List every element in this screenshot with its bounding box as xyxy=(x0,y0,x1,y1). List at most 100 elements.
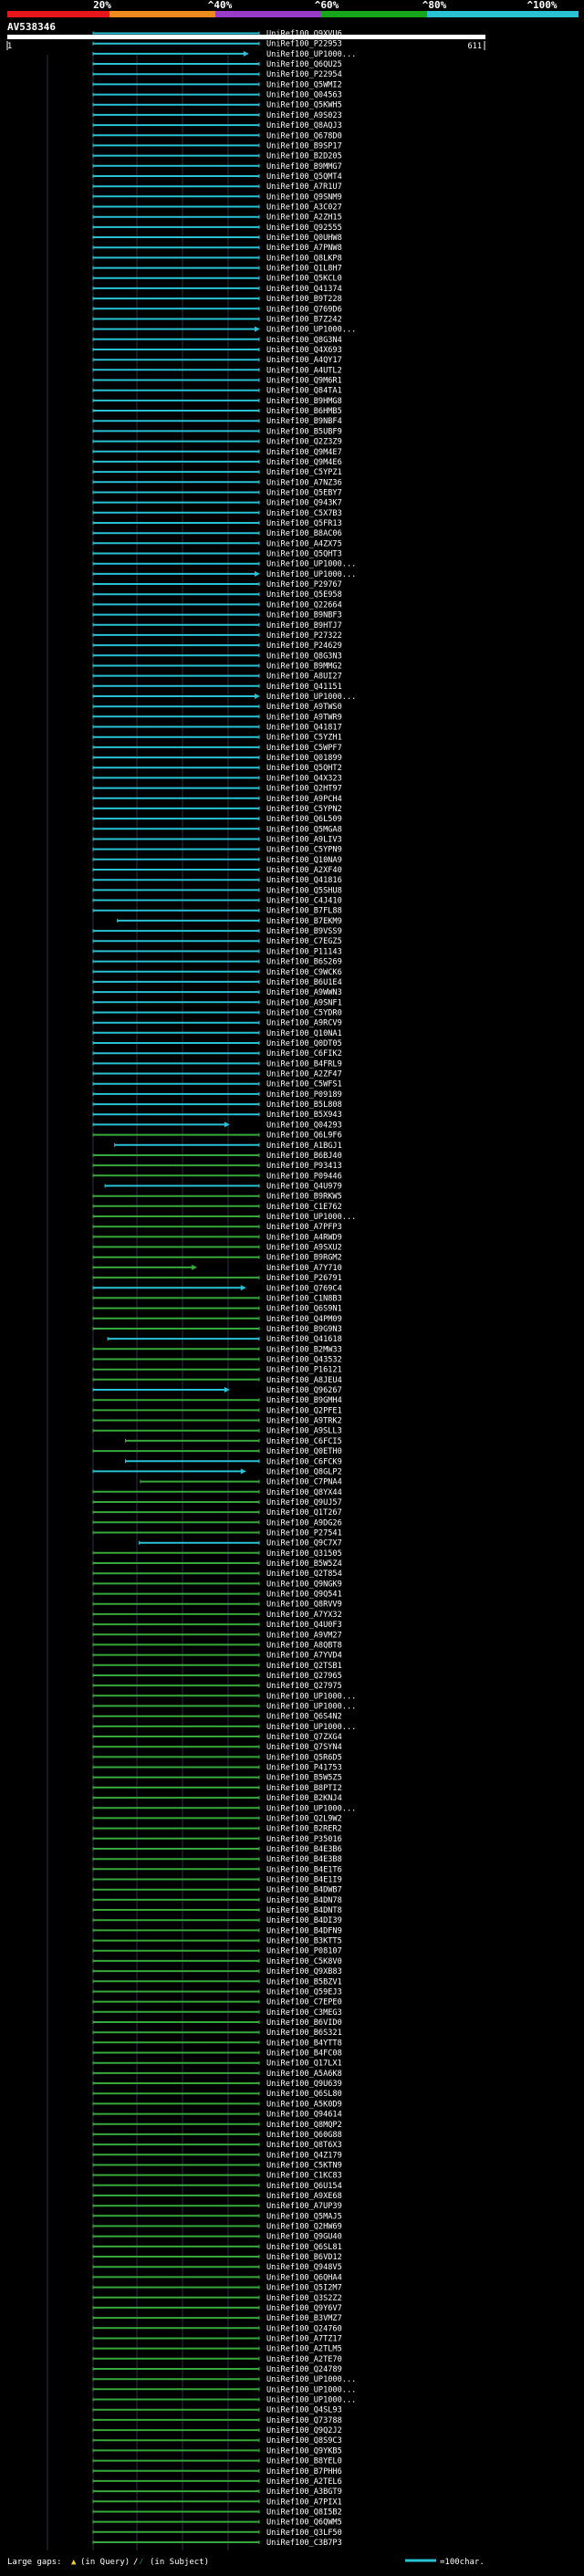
hit-label[interactable]: UniRef100_Q948V5 xyxy=(266,2263,342,2272)
hit-label[interactable]: UniRef100_A9XE68 xyxy=(266,2192,342,2201)
hit-label[interactable]: UniRef100_Q1L8H7 xyxy=(266,265,342,274)
hit-label[interactable]: UniRef100_Q9Q541 xyxy=(266,1590,342,1600)
hit-label[interactable]: UniRef100_B4DFN9 xyxy=(266,1926,342,1935)
hit-label[interactable]: UniRef100_Q10NA1 xyxy=(266,1029,342,1038)
hit-label[interactable]: UniRef100_Q6QWM5 xyxy=(266,2519,342,2528)
hit-label[interactable]: UniRef100_B6U1E4 xyxy=(266,978,342,987)
hit-label[interactable]: UniRef100_Q92555 xyxy=(266,224,342,233)
hit-label[interactable]: UniRef100_A4RWD9 xyxy=(266,1233,342,1242)
hit-label[interactable]: UniRef100_B5BZV1 xyxy=(266,1977,342,1987)
hit-label[interactable]: UniRef100_P35016 xyxy=(266,1835,342,1844)
hit-label[interactable]: UniRef100_B7PHH6 xyxy=(266,2467,342,2477)
hit-label[interactable]: UniRef100_A7NZ36 xyxy=(266,478,342,487)
hit-label[interactable]: UniRef100_B6S269 xyxy=(266,958,342,967)
hit-label[interactable]: UniRef100_UP1000... xyxy=(266,1723,356,1732)
hit-label[interactable]: UniRef100_A9DG26 xyxy=(266,1518,342,1528)
hit-label[interactable]: UniRef100_A9SXU2 xyxy=(266,1244,342,1253)
hit-label[interactable]: UniRef100_Q41817 xyxy=(266,724,342,733)
hit-label[interactable]: UniRef100_Q41374 xyxy=(266,285,342,294)
hit-label[interactable]: UniRef100_B8PTI2 xyxy=(266,1784,342,1793)
hit-label[interactable]: UniRef100_A4UTL2 xyxy=(266,366,342,375)
hit-label[interactable]: UniRef100_Q6L509 xyxy=(266,815,342,824)
hit-label[interactable]: UniRef100_Q60G88 xyxy=(266,2131,342,2140)
hit-label[interactable]: UniRef100_B8AC06 xyxy=(266,529,342,538)
hit-label[interactable]: UniRef100_Q2PFE1 xyxy=(266,1406,342,1415)
hit-label[interactable]: UniRef100_P41753 xyxy=(266,1764,342,1773)
hit-label[interactable]: UniRef100_Q4U0F3 xyxy=(266,1621,342,1630)
hit-label[interactable]: UniRef100_Q8T6X3 xyxy=(266,2141,342,2150)
hit-label[interactable]: UniRef100_Q769D6 xyxy=(266,305,342,314)
hit-label[interactable]: UniRef100_B9GMH4 xyxy=(266,1396,342,1405)
hit-label[interactable]: UniRef100_A7Y710 xyxy=(266,1264,342,1273)
hit-label[interactable]: UniRef100_Q8GLP2 xyxy=(266,1467,342,1476)
hit-label[interactable]: UniRef100_B4YTT8 xyxy=(266,2039,342,2048)
hit-label[interactable]: UniRef100_C5K8V0 xyxy=(266,1957,342,1966)
hit-label[interactable]: UniRef100_Q9SNM9 xyxy=(266,193,342,202)
hit-label[interactable]: UniRef100_Q41816 xyxy=(266,876,342,885)
hit-label[interactable]: UniRef100_A2ZH15 xyxy=(266,214,342,223)
hit-label[interactable]: UniRef100_P29767 xyxy=(266,580,342,589)
hit-label[interactable]: UniRef100_B4E3B6 xyxy=(266,1845,342,1854)
hit-label[interactable]: UniRef100_B9MMG2 xyxy=(266,662,342,672)
hit-label[interactable]: UniRef100_B6HMB5 xyxy=(266,407,342,416)
hit-label[interactable]: UniRef100_C6FIK2 xyxy=(266,1049,342,1059)
hit-label[interactable]: UniRef100_Q4SL93 xyxy=(266,2406,342,2415)
hit-label[interactable]: UniRef100_A7UP39 xyxy=(266,2202,342,2211)
hit-label[interactable]: UniRef100_Q73788 xyxy=(266,2416,342,2425)
hit-label[interactable]: UniRef100_C3MEG3 xyxy=(266,2008,342,2018)
hit-label[interactable]: UniRef100_Q24760 xyxy=(266,2324,342,2333)
hit-label[interactable]: UniRef100_B7Z242 xyxy=(266,316,342,325)
hit-label[interactable]: UniRef100_B9T228 xyxy=(266,295,342,304)
hit-label[interactable]: UniRef100_B6VD12 xyxy=(266,2253,342,2262)
hit-label[interactable]: UniRef100_Q4Z179 xyxy=(266,2151,342,2160)
hit-label[interactable]: UniRef100_Q7SYN4 xyxy=(266,1743,342,1752)
hit-label[interactable]: UniRef100_B5W5Z4 xyxy=(266,1559,342,1569)
hit-label[interactable]: UniRef100_C5YZH1 xyxy=(266,734,342,743)
hit-label[interactable]: UniRef100_Q7ZXG4 xyxy=(266,1733,342,1742)
hit-label[interactable]: UniRef100_Q2L9W2 xyxy=(266,1814,342,1823)
hit-label[interactable]: UniRef100_B9G9N3 xyxy=(266,1325,342,1334)
hit-label[interactable]: UniRef100_A9RCV9 xyxy=(266,1019,342,1028)
hit-label[interactable]: UniRef100_Q9M4E7 xyxy=(266,448,342,457)
hit-label[interactable]: UniRef100_A9VM27 xyxy=(266,1631,342,1640)
hit-label[interactable]: UniRef100_A7YX32 xyxy=(266,1611,342,1620)
hit-label[interactable]: UniRef100_A9SLL3 xyxy=(266,1427,342,1436)
hit-label[interactable]: UniRef100_Q2HT97 xyxy=(266,785,342,794)
hit-label[interactable]: UniRef100_Q84TA1 xyxy=(266,387,342,396)
hit-label[interactable]: UniRef100_Q04293 xyxy=(266,1121,342,1130)
hit-label[interactable]: UniRef100_Q27965 xyxy=(266,1672,342,1681)
hit-label[interactable]: UniRef100_Q22664 xyxy=(266,600,342,610)
hit-label[interactable]: UniRef100_UP1000... xyxy=(266,2375,356,2384)
hit-label[interactable]: UniRef100_C4J410 xyxy=(266,897,342,906)
hit-label[interactable]: UniRef100_Q943K7 xyxy=(266,499,342,508)
hit-label[interactable]: UniRef100_Q31505 xyxy=(266,1549,342,1559)
hit-label[interactable]: UniRef100_Q2Z3Z9 xyxy=(266,438,342,447)
hit-label[interactable]: UniRef100_Q4PM09 xyxy=(266,1315,342,1324)
hit-label[interactable]: UniRef100_Q9NGK9 xyxy=(266,1580,342,1589)
hit-label[interactable]: UniRef100_C5WFS1 xyxy=(266,1080,342,1090)
hit-label[interactable]: UniRef100_Q9Y6V7 xyxy=(266,2304,342,2313)
hit-label[interactable]: UniRef100_Q8RVV9 xyxy=(266,1601,342,1610)
hit-label[interactable]: UniRef100_C5YPN9 xyxy=(266,846,342,855)
hit-label[interactable]: UniRef100_B4DN78 xyxy=(266,1896,342,1905)
hit-label[interactable]: UniRef100_B3KTT5 xyxy=(266,1937,342,1946)
hit-label[interactable]: UniRef100_A9SNF1 xyxy=(266,998,342,1007)
hit-label[interactable]: UniRef100_Q27975 xyxy=(266,1682,342,1691)
hit-label[interactable]: UniRef100_Q1T267 xyxy=(266,1508,342,1517)
hit-label[interactable]: UniRef100_P22953 xyxy=(266,40,342,49)
hit-label[interactable]: UniRef100_C5YPN2 xyxy=(266,805,342,814)
hit-label[interactable]: UniRef100_Q5QHT2 xyxy=(266,764,342,773)
hit-label[interactable]: UniRef100_C7PNA4 xyxy=(266,1478,342,1487)
hit-label[interactable]: UniRef100_P09446 xyxy=(266,1172,342,1181)
hit-label[interactable]: UniRef100_UP1000... xyxy=(266,1703,356,1712)
hit-label[interactable]: UniRef100_A7PIX1 xyxy=(266,2498,342,2507)
hit-label[interactable]: UniRef100_A9TRK2 xyxy=(266,1417,342,1426)
hit-label[interactable]: UniRef100_A1BGJ1 xyxy=(266,1142,342,1151)
hit-label[interactable]: UniRef100_B9SP17 xyxy=(266,141,342,151)
hit-label[interactable]: UniRef100_C5X7B3 xyxy=(266,509,342,518)
hit-label[interactable]: UniRef100_Q94614 xyxy=(266,2111,342,2120)
hit-label[interactable]: UniRef100_A9TWS0 xyxy=(266,703,342,712)
hit-label[interactable]: UniRef100_Q24789 xyxy=(266,2365,342,2374)
hit-label[interactable]: UniRef100_A2XF40 xyxy=(266,866,342,875)
hit-label[interactable]: UniRef100_Q769C4 xyxy=(266,1284,342,1293)
